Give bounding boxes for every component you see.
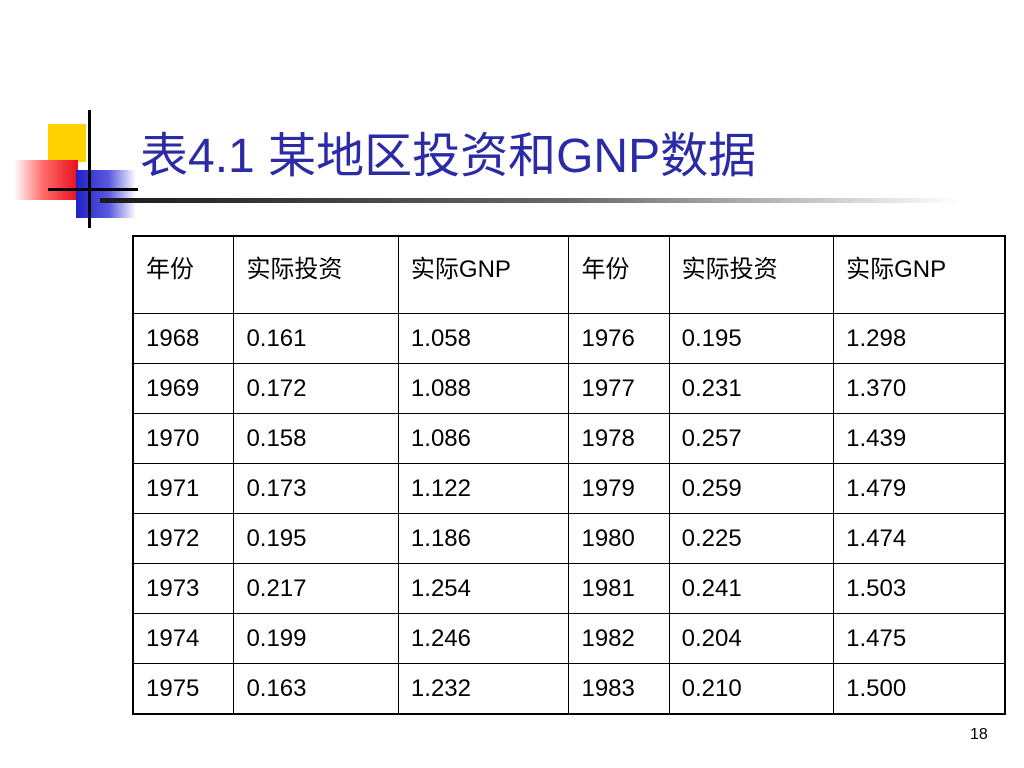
table-cell: 0.257 (668, 413, 835, 464)
table-cell: 0.163 (233, 663, 399, 715)
table-cell: 0.259 (668, 463, 835, 514)
table-cell: 1983 (568, 663, 670, 715)
table-cell: 0.231 (668, 363, 835, 414)
table-cell: 0.225 (668, 513, 835, 564)
table-cell: 0.241 (668, 563, 835, 614)
table-cell: 0.199 (233, 613, 399, 664)
table-cell: 0.172 (233, 363, 399, 414)
table-row: 1969 0.172 1.088 1977 0.231 1.370 (132, 363, 1006, 414)
blue-square-decoration (76, 170, 136, 218)
table-cell: 1.246 (397, 613, 570, 664)
table-cell: 1.086 (397, 413, 570, 464)
page-number: 18 (970, 726, 988, 743)
table-cell: 1973 (132, 563, 235, 614)
table-cell: 0.173 (233, 463, 399, 514)
table-row: 1968 0.161 1.058 1976 0.195 1.298 (132, 313, 1006, 364)
table-cell: 1.088 (397, 363, 570, 414)
table-cell: 0.158 (233, 413, 399, 464)
table-cell: 1982 (568, 613, 670, 664)
table-cell: 1971 (132, 463, 235, 514)
table-cell: 1969 (132, 363, 235, 414)
table-cell: 1.479 (833, 463, 1006, 514)
table-cell: 1976 (568, 313, 670, 364)
table-cell: 1.232 (397, 663, 570, 715)
table-cell: 1978 (568, 413, 670, 464)
table-cell: 1.439 (833, 413, 1006, 464)
table-cell: 1.186 (397, 513, 570, 564)
table-cell: 1.298 (833, 313, 1006, 364)
table-cell: 1.474 (833, 513, 1006, 564)
horizontal-line-decoration (48, 188, 138, 191)
table-row: 1970 0.158 1.086 1978 0.257 1.439 (132, 413, 1006, 464)
table-cell: 0.210 (668, 663, 835, 715)
table-cell: 1.370 (833, 363, 1006, 414)
table-cell: 1.058 (397, 313, 570, 364)
table-cell: 1970 (132, 413, 235, 464)
table-cell: 1972 (132, 513, 235, 564)
red-square-decoration (14, 160, 78, 200)
table-row: 1972 0.195 1.186 1980 0.225 1.474 (132, 513, 1006, 564)
table-cell: 1975 (132, 663, 235, 715)
table-row: 1973 0.217 1.254 1981 0.241 1.503 (132, 563, 1006, 614)
table-row: 1974 0.199 1.246 1982 0.204 1.475 (132, 613, 1006, 664)
table-row: 1971 0.173 1.122 1979 0.259 1.479 (132, 463, 1006, 514)
vertical-line-decoration (88, 110, 91, 228)
table-cell: 1.503 (833, 563, 1006, 614)
table-cell: 1981 (568, 563, 670, 614)
table-cell: 1980 (568, 513, 670, 564)
data-table: 年份 实际投资 实际GNP 年份 实际投资 实际GNP 1968 0.161 1… (132, 235, 1006, 715)
table-header-row: 年份 实际投资 实际GNP 年份 实际投资 实际GNP (132, 235, 1006, 314)
title-underline (100, 198, 960, 203)
header-cell: 实际GNP (397, 235, 570, 314)
table-cell: 1.475 (833, 613, 1006, 664)
header-cell: 实际GNP (833, 235, 1006, 314)
table-cell: 1974 (132, 613, 235, 664)
yellow-square-decoration (48, 124, 86, 162)
table-cell: 1.122 (397, 463, 570, 514)
table-cell: 0.161 (233, 313, 399, 364)
table-cell: 0.195 (668, 313, 835, 364)
table-cell: 1.500 (833, 663, 1006, 715)
table-cell: 0.204 (668, 613, 835, 664)
table-row: 1975 0.163 1.232 1983 0.210 1.500 (132, 663, 1006, 715)
table-cell: 1977 (568, 363, 670, 414)
table-cell: 1968 (132, 313, 235, 364)
table-cell: 0.217 (233, 563, 399, 614)
header-cell: 实际投资 (668, 235, 835, 314)
header-cell: 年份 (568, 235, 670, 314)
table-cell: 1.254 (397, 563, 570, 614)
header-cell: 年份 (132, 235, 235, 314)
table-cell: 0.195 (233, 513, 399, 564)
slide-title: 表4.1 某地区投资和GNP数据 (140, 130, 757, 183)
header-cell: 实际投资 (233, 235, 399, 314)
table-cell: 1979 (568, 463, 670, 514)
